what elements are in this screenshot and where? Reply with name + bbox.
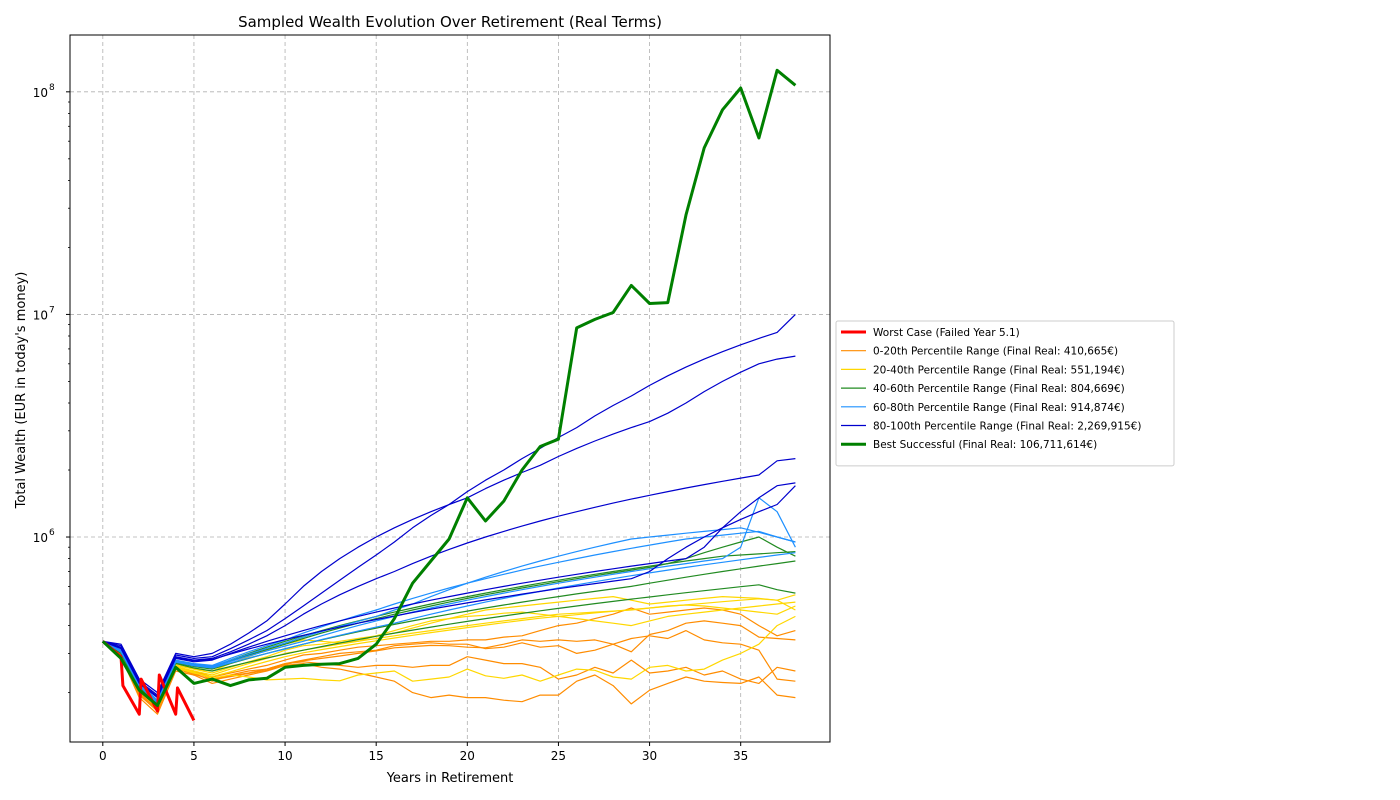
y-tick-exponent: 8 [49, 83, 55, 93]
series-line-worst [101, 640, 196, 722]
series-line-p40_60 [102, 584, 796, 706]
x-tick-label: 10 [277, 749, 292, 763]
y-tick-exponent: 6 [49, 528, 55, 538]
series-line-p20_40 [102, 598, 796, 709]
y-tick-label: 10 [33, 308, 48, 322]
series-line-p0_20 [102, 620, 796, 711]
legend: Worst Case (Failed Year 5.1) 0-20th Perce… [835, 320, 1175, 467]
y-tick-label: 10 [33, 531, 48, 545]
legend-label-p20_40: 20-40th Percentile Range (Final Real: 55… [873, 364, 1125, 376]
legend-label-p80_100: 80-100th Percentile Range (Final Real: 2… [873, 421, 1141, 433]
x-tick-label: 35 [733, 749, 748, 763]
chart-title: Sampled Wealth Evolution Over Retirement… [238, 13, 662, 31]
legend-label-best: Best Successful (Final Real: 106,711,614… [873, 439, 1097, 451]
x-tick-label: 5 [190, 749, 198, 763]
series-line-p60_80 [102, 530, 796, 701]
x-tick-label: 0 [99, 749, 107, 763]
legend-label-p60_80: 60-80th Percentile Range (Final Real: 91… [873, 402, 1125, 414]
series-line-p0_20 [102, 607, 796, 709]
legend-label-worst: Worst Case (Failed Year 5.1) [873, 327, 1020, 339]
series-line-p60_80 [102, 497, 796, 703]
y-tick-label: 10 [33, 86, 48, 100]
y-axis-label: Total Wealth (EUR in today's money) [14, 272, 29, 510]
series-line-p80_100 [102, 458, 796, 698]
series-line-p20_40 [102, 601, 796, 706]
y-tick-exponent: 7 [49, 305, 55, 315]
legend-box [835, 320, 1175, 467]
series-line-p40_60 [102, 560, 796, 705]
legend-label-p0_20: 0-20th Percentile Range (Final Real: 410… [873, 346, 1118, 358]
series-line-p20_40 [102, 615, 796, 709]
series-line-best [101, 68, 797, 707]
axes-frame [69, 34, 831, 743]
x-tick-label: 30 [642, 749, 657, 763]
legend-label-p40_60: 40-60th Percentile Range (Final Real: 80… [873, 383, 1125, 395]
series-line-p80_100 [102, 485, 796, 698]
series-line-p0_20 [102, 629, 796, 712]
series-line-p60_80 [102, 552, 796, 704]
x-tick-label: 15 [369, 749, 384, 763]
series-line-p60_80 [102, 527, 796, 702]
x-tick-label: 25 [551, 749, 566, 763]
series-line-p80_100 [102, 313, 796, 696]
x-axis-label: Years in Retirement [386, 771, 514, 786]
x-tick-label: 20 [460, 749, 475, 763]
